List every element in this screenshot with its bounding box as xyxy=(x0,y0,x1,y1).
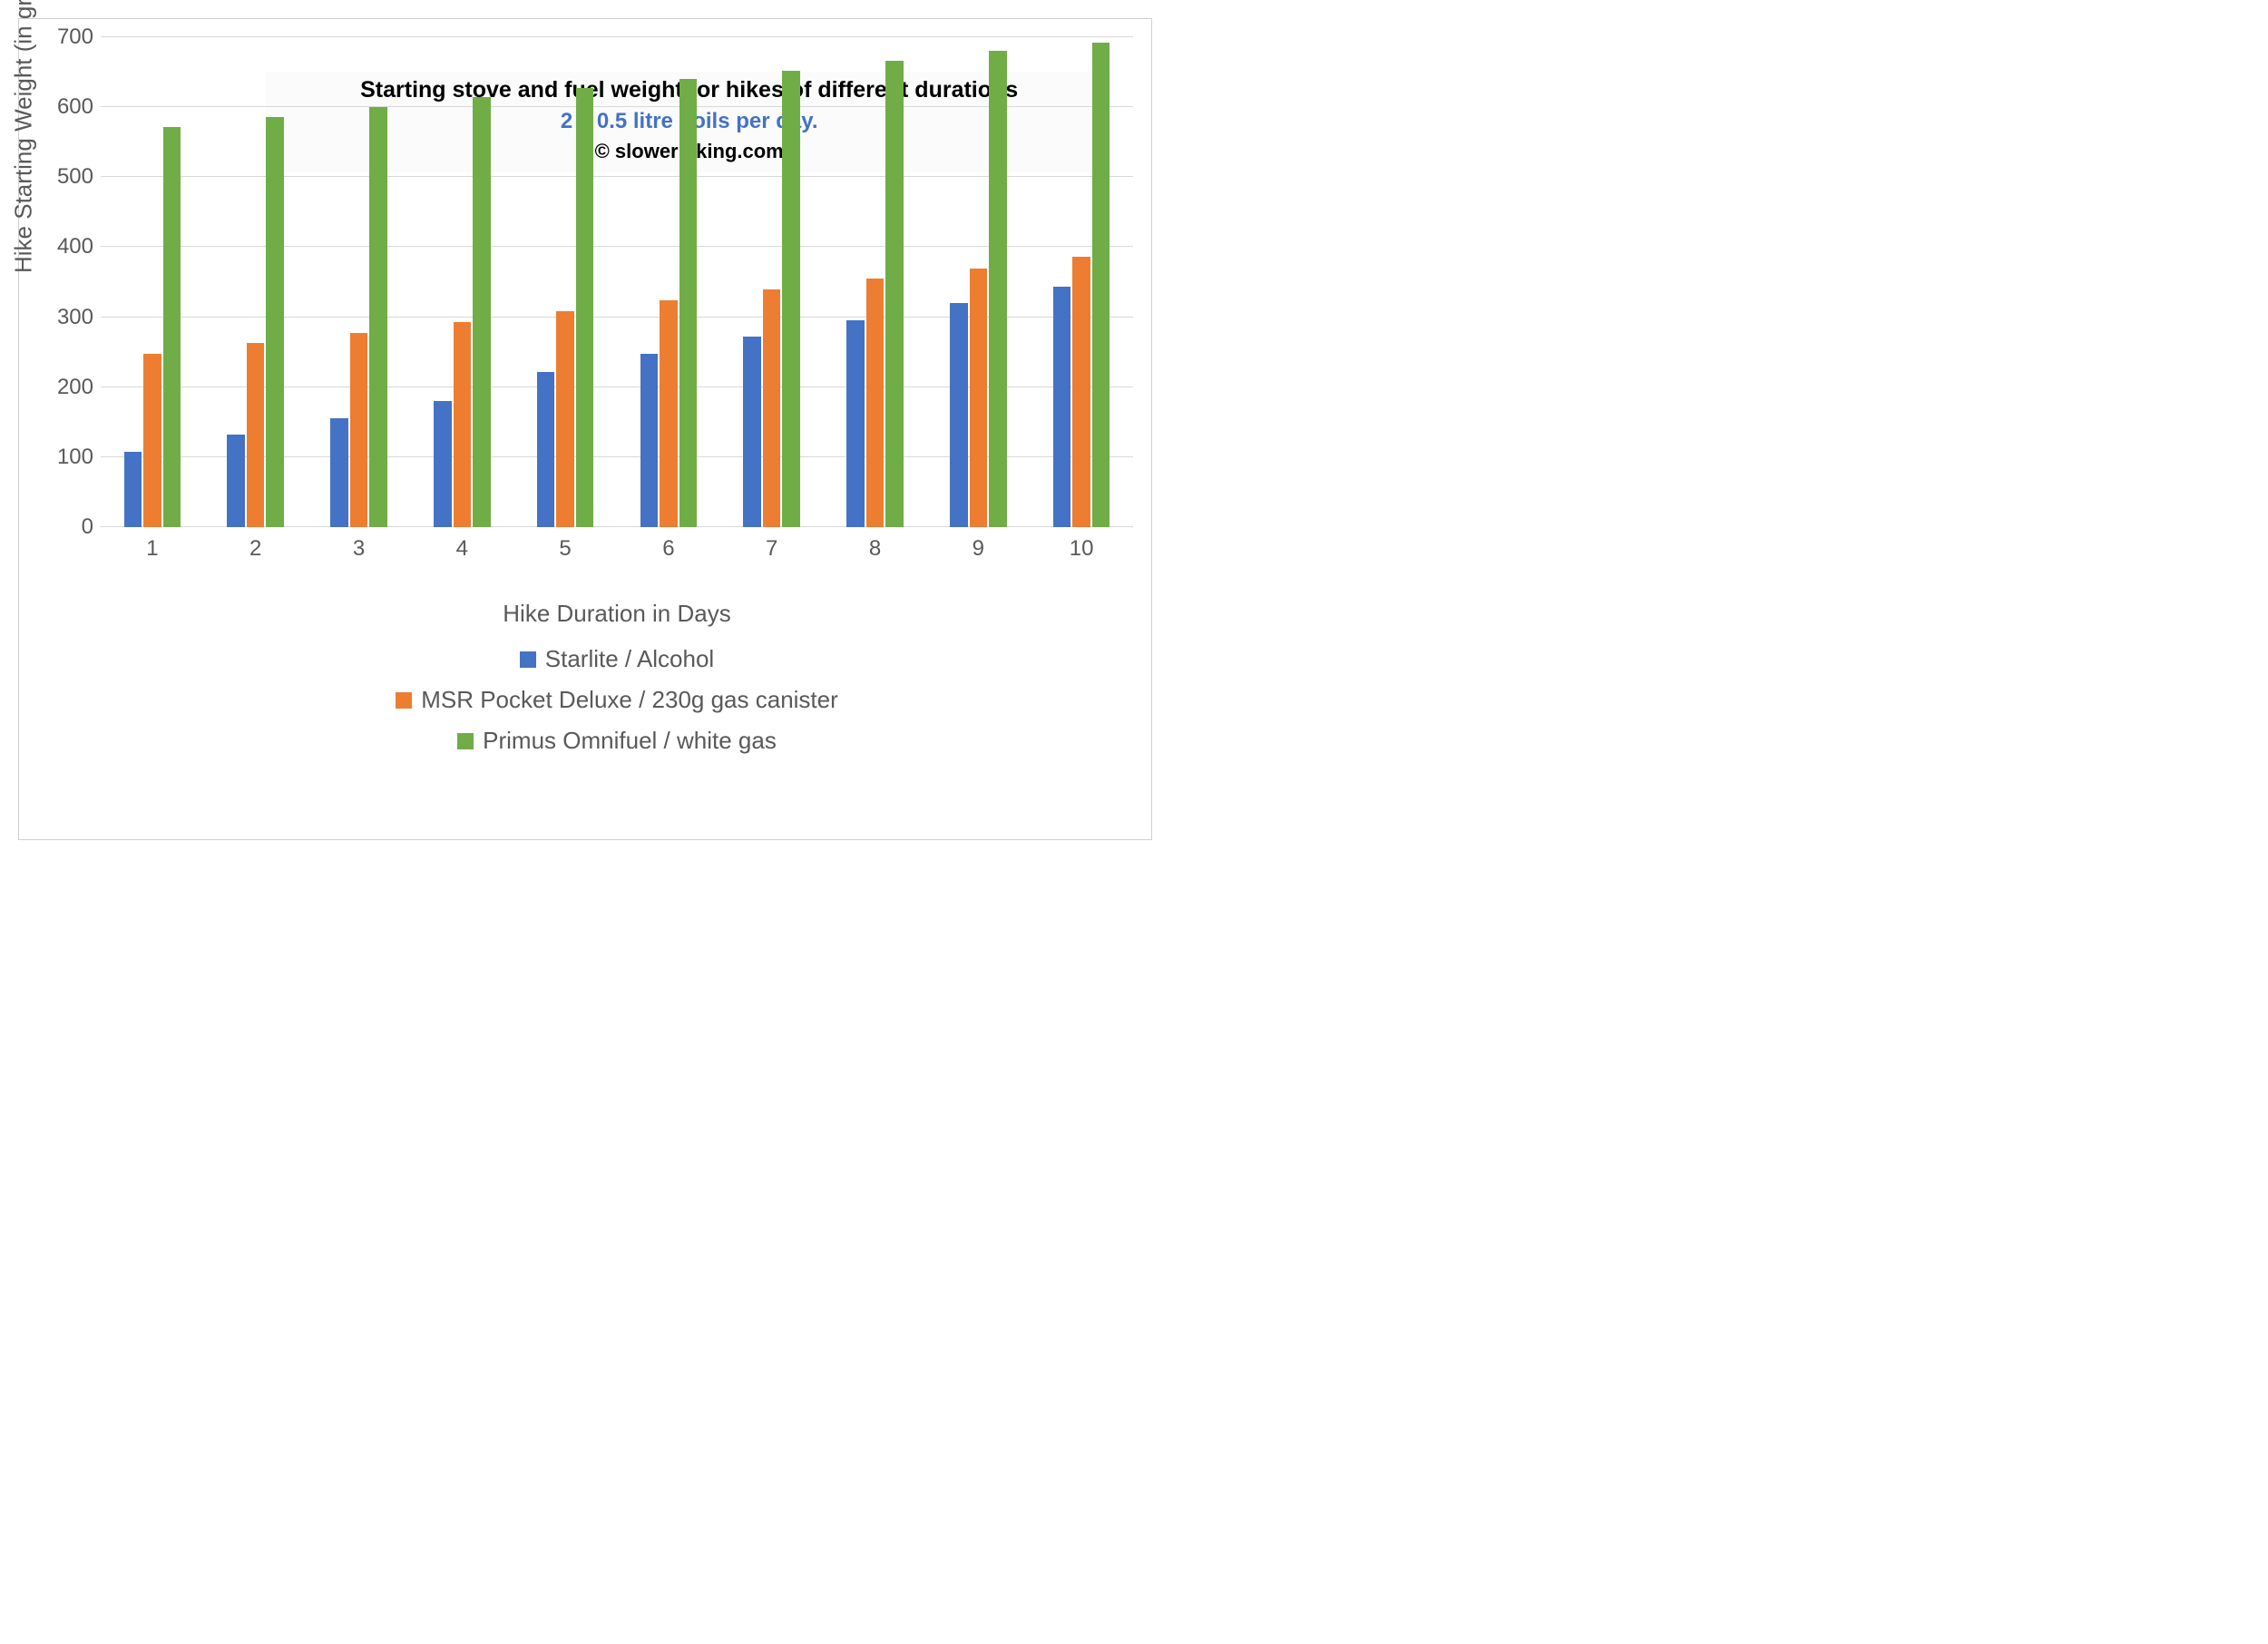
bar xyxy=(247,343,265,527)
bar xyxy=(266,117,284,527)
bar xyxy=(885,61,904,527)
gridline xyxy=(101,176,1133,177)
bar xyxy=(330,418,348,527)
bar xyxy=(576,88,594,527)
bar xyxy=(989,51,1007,527)
stove-weight-chart: Hike Starting Weight (in grams) Starting… xyxy=(18,18,1152,840)
x-tick-label: 5 xyxy=(559,527,571,562)
legend-swatch xyxy=(520,651,536,668)
x-axis-label: Hike Duration in Days xyxy=(101,600,1133,628)
bar xyxy=(679,79,698,527)
bar xyxy=(763,289,781,527)
y-tick-label: 200 xyxy=(46,375,101,400)
bar xyxy=(434,401,452,527)
legend: Starlite / Alcohol MSR Pocket Deluxe / 23… xyxy=(101,645,1133,755)
bar xyxy=(660,300,678,527)
bar xyxy=(1092,43,1110,527)
gridline xyxy=(101,36,1133,37)
bar xyxy=(454,322,472,527)
x-tick-label: 4 xyxy=(456,527,468,562)
y-axis-label: Hike Starting Weight (in grams) xyxy=(10,0,38,273)
bar xyxy=(143,354,161,527)
legend-item: Starlite / Alcohol xyxy=(520,645,714,673)
bar xyxy=(163,127,181,527)
bar xyxy=(950,303,968,527)
x-tick-label: 7 xyxy=(766,527,777,562)
legend-label: Starlite / Alcohol xyxy=(545,645,714,673)
bar xyxy=(227,435,245,527)
bar xyxy=(970,269,988,527)
y-tick-label: 100 xyxy=(46,445,101,470)
bar xyxy=(124,452,142,527)
y-tick-label: 0 xyxy=(46,514,101,540)
y-tick-label: 700 xyxy=(46,24,101,50)
bar xyxy=(1072,257,1090,527)
y-tick-label: 300 xyxy=(46,305,101,330)
x-tick-label: 9 xyxy=(973,527,984,562)
bar xyxy=(866,279,885,527)
legend-swatch xyxy=(457,733,474,749)
x-tick-label: 8 xyxy=(869,527,881,562)
gridline xyxy=(101,106,1133,107)
legend-label: Primus Omnifuel / white gas xyxy=(483,727,777,755)
bar xyxy=(537,372,555,527)
legend-label: MSR Pocket Deluxe / 230g gas canister xyxy=(421,686,838,714)
y-tick-label: 400 xyxy=(46,234,101,259)
bar xyxy=(1053,287,1071,527)
x-tick-label: 10 xyxy=(1070,527,1094,562)
x-tick-label: 2 xyxy=(249,527,261,562)
bar xyxy=(640,354,659,527)
legend-item: Primus Omnifuel / white gas xyxy=(457,727,777,755)
gridline xyxy=(101,246,1133,247)
bar xyxy=(743,337,761,527)
legend-item: MSR Pocket Deluxe / 230g gas canister xyxy=(396,686,838,714)
bar xyxy=(846,320,865,527)
x-tick-label: 6 xyxy=(662,527,674,562)
bar xyxy=(473,97,491,527)
bar xyxy=(369,107,387,527)
bar xyxy=(350,333,368,527)
bar xyxy=(782,71,800,527)
y-tick-label: 600 xyxy=(46,94,101,120)
plot-area: Starting stove and fuel weight for hikes… xyxy=(101,37,1133,527)
bar xyxy=(556,311,574,527)
x-tick-label: 3 xyxy=(353,527,365,562)
x-tick-label: 1 xyxy=(146,527,158,562)
legend-swatch xyxy=(396,692,412,709)
y-tick-label: 500 xyxy=(46,164,101,190)
